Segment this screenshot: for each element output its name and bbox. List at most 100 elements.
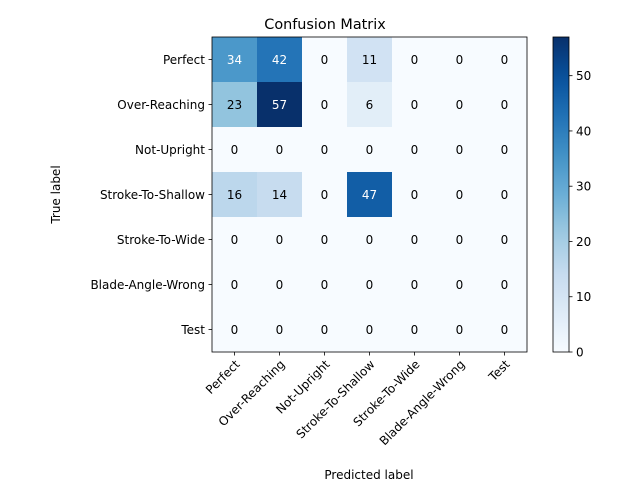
cell-value-label: 0 (456, 323, 464, 337)
heatmap-cell (392, 307, 438, 353)
heatmap-cell (437, 172, 483, 218)
heatmap-cell (212, 172, 258, 218)
heatmap-cell (257, 262, 303, 308)
x-tick-label: Stroke-To-Shallow (293, 357, 377, 441)
cell-value-label: 0 (456, 233, 464, 247)
heatmap-cell (437, 217, 483, 263)
cell-value-label: 0 (501, 53, 509, 67)
cell-value-label: 0 (231, 323, 239, 337)
cell-value-label: 0 (456, 53, 464, 67)
heatmap-cell (482, 37, 528, 83)
cell-value-label: 0 (501, 278, 509, 292)
cell-value-label: 0 (321, 188, 329, 202)
heatmap-cell (257, 127, 303, 173)
cell-value-label: 0 (501, 188, 509, 202)
cell-value-label: 47 (362, 188, 377, 202)
colorbar-tick-label: 50 (576, 69, 591, 83)
heatmap-cell (302, 217, 348, 263)
cell-value-label: 0 (321, 323, 329, 337)
heatmap-cells (212, 37, 528, 353)
cell-value-label: 0 (321, 98, 329, 112)
heatmap-cell (347, 82, 393, 128)
cell-value-label: 23 (227, 98, 242, 112)
x-axis-ticks: PerfectOver-ReachingNot-UprightStroke-To… (203, 352, 513, 448)
cell-value-label: 0 (411, 143, 419, 157)
y-tick-label: Stroke-To-Shallow (100, 188, 205, 202)
cell-value-label: 0 (366, 278, 374, 292)
heatmap-cell (392, 82, 438, 128)
heatmap-cell (347, 217, 393, 263)
x-axis-label: Predicted label (324, 468, 413, 480)
cell-value-label: 0 (231, 143, 239, 157)
heatmap-cell (212, 127, 258, 173)
cell-value-label: 0 (366, 143, 374, 157)
heatmap-cell (437, 127, 483, 173)
cell-value-label: 0 (321, 143, 329, 157)
x-tick-label: Test (485, 357, 513, 385)
heatmap-cell (257, 172, 303, 218)
heatmap-cell (347, 127, 393, 173)
cell-value-label: 0 (501, 143, 509, 157)
heatmap-cell (257, 82, 303, 128)
heatmap-cell (392, 262, 438, 308)
chart-title: Confusion Matrix (264, 17, 386, 33)
x-tick-label: Blade-Angle-Wrong (377, 357, 468, 448)
heatmap-cell (392, 217, 438, 263)
heatmap-cell (257, 217, 303, 263)
y-axis-ticks: Perfect Over-Reaching Not-Upright Stroke-To… (90, 53, 212, 337)
y-tick-label: Not-Upright (135, 143, 205, 157)
cell-value-label: 6 (366, 98, 374, 112)
cell-value-label: 0 (231, 278, 239, 292)
heatmap-cell (212, 262, 258, 308)
y-tick-label: Over-Reaching (117, 98, 205, 112)
cell-value-label: 0 (501, 233, 509, 247)
colorbar-tick-label: 30 (576, 180, 591, 194)
cell-value-label: 0 (501, 98, 509, 112)
colorbar-tick-label: 40 (576, 124, 591, 138)
heatmap-cell (482, 307, 528, 353)
heatmap-cell (437, 307, 483, 353)
cell-value-label: 16 (227, 188, 242, 202)
cell-value-label: 42 (272, 53, 287, 67)
cell-value-label: 0 (321, 233, 329, 247)
cell-value-label: 0 (411, 98, 419, 112)
cell-value-label: 57 (272, 98, 287, 112)
cell-value-label: 0 (456, 278, 464, 292)
heatmap-cell (302, 127, 348, 173)
cell-value-label: 0 (411, 323, 419, 337)
heatmap-cell (302, 172, 348, 218)
cell-value-label: 0 (411, 188, 419, 202)
colorbar: 0 10 20 30 40 50 (552, 36, 591, 360)
heatmap-cell (392, 37, 438, 83)
cell-value-label: 34 (227, 53, 242, 67)
heatmap-cell (437, 82, 483, 128)
heatmap-cell (347, 307, 393, 353)
cell-value-label: 0 (276, 143, 284, 157)
heatmap-cell (302, 37, 348, 83)
x-tick-label: Perfect (203, 357, 243, 397)
y-axis-label: True label (49, 165, 63, 224)
colorbar-tick-label: 0 (576, 346, 584, 360)
cell-value-label: 0 (276, 323, 284, 337)
heatmap-cell-labels: 34 42 0 11 0 0 0 23 57 0 6 0 0 0 0 0 0 0 0 0 0 16 14 0 47 0 0 0 0 0 0 0… (227, 53, 508, 337)
heatmap-cell (347, 262, 393, 308)
cell-value-label: 14 (272, 188, 287, 202)
heatmap-cell (392, 172, 438, 218)
heatmap-cell (437, 262, 483, 308)
cell-value-label: 0 (411, 233, 419, 247)
cell-value-label: 0 (456, 143, 464, 157)
cell-value-label: 0 (276, 278, 284, 292)
cell-value-label: 0 (411, 278, 419, 292)
heatmap-cell (482, 172, 528, 218)
heatmap-cell (302, 307, 348, 353)
cell-value-label: 0 (231, 233, 239, 247)
y-tick-label: Test (180, 323, 205, 337)
y-tick-label: Stroke-To-Wide (117, 233, 205, 247)
heatmap-cell (302, 262, 348, 308)
colorbar-tick-label: 20 (576, 235, 591, 249)
heatmap-cell (302, 82, 348, 128)
cell-value-label: 0 (366, 233, 374, 247)
heatmap-cell (257, 307, 303, 353)
heatmap-cell (257, 37, 303, 83)
